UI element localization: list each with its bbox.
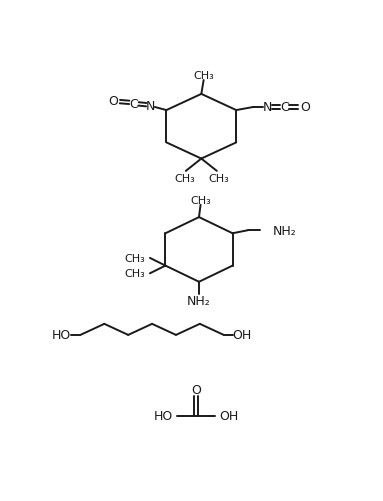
Text: N: N <box>262 101 272 114</box>
Text: CH₃: CH₃ <box>193 71 214 81</box>
Text: CH₃: CH₃ <box>124 269 145 279</box>
Text: N: N <box>146 100 155 113</box>
Text: CH₃: CH₃ <box>190 196 211 206</box>
Text: NH₂: NH₂ <box>187 294 211 307</box>
Text: C: C <box>129 97 138 110</box>
Text: HO: HO <box>154 409 173 422</box>
Text: O: O <box>108 95 118 108</box>
Text: HO: HO <box>52 329 72 342</box>
Text: O: O <box>191 383 201 396</box>
Text: O: O <box>300 101 310 114</box>
Text: NH₂: NH₂ <box>273 224 296 237</box>
Text: OH: OH <box>219 409 238 422</box>
Text: C: C <box>280 101 289 114</box>
Text: CH₃: CH₃ <box>208 173 229 183</box>
Text: CH₃: CH₃ <box>124 254 145 264</box>
Text: CH₃: CH₃ <box>174 173 195 183</box>
Text: OH: OH <box>233 329 252 342</box>
